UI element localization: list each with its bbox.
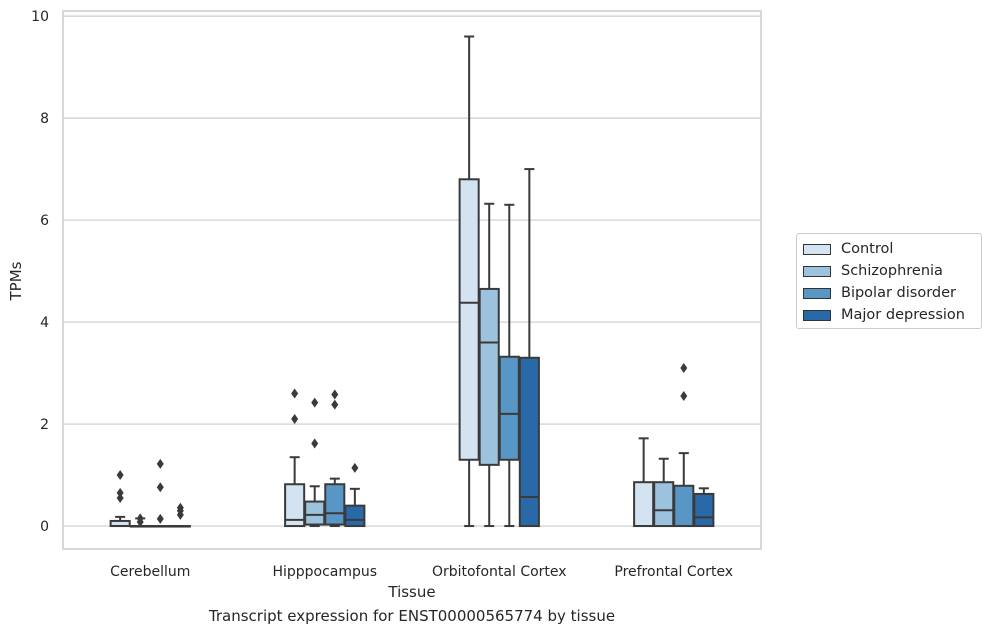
outlier-point	[311, 438, 319, 449]
legend-item: Schizophrenia	[803, 260, 975, 282]
y-tick-label: 8	[40, 111, 49, 127]
box-schizophrenia	[478, 202, 500, 528]
outlier-point	[331, 399, 339, 410]
box-iqr	[653, 481, 675, 528]
y-tick-label: 2	[40, 417, 49, 433]
outlier-point	[351, 462, 359, 473]
box-iqr	[693, 492, 715, 528]
legend-item: Major depression	[803, 304, 975, 326]
outlier-point	[680, 391, 688, 402]
x-tick-label: Hipppocampus	[272, 564, 377, 580]
y-axis-title: TPMs	[7, 261, 25, 301]
box-iqr	[284, 483, 306, 528]
box-iqr	[518, 356, 540, 528]
outlier-point	[156, 513, 164, 524]
outlier-point	[331, 389, 339, 400]
outlier-point	[680, 362, 688, 373]
box-bipolar-disorder	[673, 362, 695, 528]
outlier-point	[291, 388, 299, 399]
outlier-point	[136, 513, 144, 524]
box-iqr	[498, 355, 520, 461]
outlier-point	[116, 493, 124, 504]
box-iqr	[478, 287, 500, 466]
box-iqr	[324, 483, 346, 526]
legend-swatch	[803, 243, 831, 255]
box-control	[109, 470, 131, 528]
box-schizophrenia	[304, 397, 326, 528]
legend: Control Schizophrenia Bipolar disorder Majo…	[796, 233, 982, 329]
box-bipolar-disorder	[324, 389, 346, 528]
x-tick-labels: Cerebellum Hipppocampus Orbitofontal Corte…	[110, 564, 733, 580]
box-iqr	[633, 481, 655, 528]
box-control	[633, 437, 655, 528]
box-schizophrenia	[653, 457, 675, 528]
legend-label: Bipolar disorder	[841, 285, 956, 301]
legend-label: Control	[841, 241, 894, 257]
box-major-depression	[169, 502, 191, 528]
x-axis-title: Tissue	[387, 583, 435, 601]
legend-swatch	[803, 287, 831, 299]
x-tick-label: Prefrontal Cortex	[614, 564, 733, 580]
legend-swatch	[803, 309, 831, 321]
y-tick-label: 4	[40, 315, 49, 331]
legend-swatch	[803, 265, 831, 277]
y-tick-label: 6	[40, 213, 49, 229]
outlier-point	[311, 397, 319, 408]
box-major-depression	[693, 487, 715, 528]
box-major-depression	[518, 168, 540, 528]
plot-frame	[62, 10, 762, 550]
outlier-point	[156, 482, 164, 493]
legend-item: Bipolar disorder	[803, 282, 975, 304]
y-tick-label: 0	[40, 519, 49, 535]
box-bipolar-disorder	[149, 458, 171, 528]
box-major-depression	[344, 462, 366, 528]
box-bipolar-disorder	[498, 203, 520, 528]
outlier-point	[291, 413, 299, 424]
y-tick-label: 10	[31, 9, 49, 25]
legend-label: Major depression	[841, 307, 965, 323]
outlier-point	[156, 458, 164, 469]
y-tick-labels: 0 2 4 6 8 10	[31, 9, 49, 535]
box-iqr	[344, 504, 366, 528]
box-schizophrenia	[129, 513, 151, 528]
boxes-layer	[109, 35, 715, 528]
legend-item: Control	[803, 238, 975, 260]
box-iqr	[673, 484, 695, 528]
outlier-point	[116, 487, 124, 498]
box-control	[458, 35, 480, 528]
gridlines	[63, 15, 761, 527]
legend-label: Schizophrenia	[841, 263, 943, 279]
x-tick-label: Cerebellum	[110, 564, 190, 580]
outlier-point	[116, 470, 124, 481]
box-control	[284, 388, 306, 528]
box-iqr	[304, 500, 326, 526]
figure-caption: Transcript expression for ENST0000056577…	[208, 607, 616, 625]
outlier-point	[176, 502, 184, 513]
box-iqr	[458, 178, 480, 461]
x-tick-label: Orbitofontal Cortex	[432, 564, 567, 580]
